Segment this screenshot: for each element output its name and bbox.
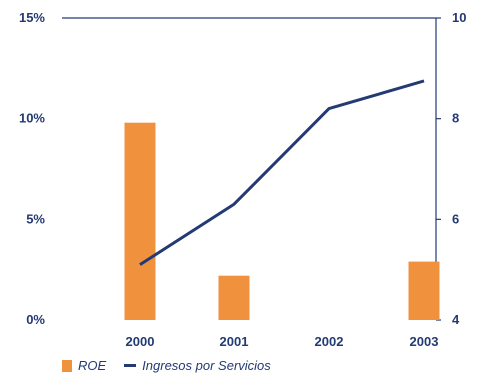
legend-swatch-ingresos: [124, 364, 137, 367]
bar-roe: [218, 275, 250, 320]
bar-roe: [124, 122, 156, 321]
left-tick-label: 0%: [26, 312, 45, 327]
left-tick-label: 5%: [26, 211, 45, 226]
legend-swatch-roe: [62, 359, 72, 372]
left-tick-label: 15%: [19, 10, 45, 25]
legend-label-ingresos: Ingresos por Servicios: [142, 358, 271, 373]
right-tick-label: 8: [452, 111, 459, 126]
x-tick-label: 2000: [126, 334, 155, 349]
x-tick-label: 2002: [315, 334, 344, 349]
legend: ROE Ingresos por Servicios: [62, 358, 271, 373]
x-tick-label: 2001: [220, 334, 249, 349]
legend-label-roe: ROE: [78, 358, 107, 373]
right-tick-label: 10: [452, 10, 466, 25]
x-tick-label: 2003: [410, 334, 439, 349]
right-tick-label: 6: [452, 211, 459, 226]
left-tick-label: 10%: [19, 111, 45, 126]
bar-roe: [408, 261, 440, 320]
right-tick-label: 4: [452, 312, 460, 327]
line-ingresos: [139, 79, 425, 266]
